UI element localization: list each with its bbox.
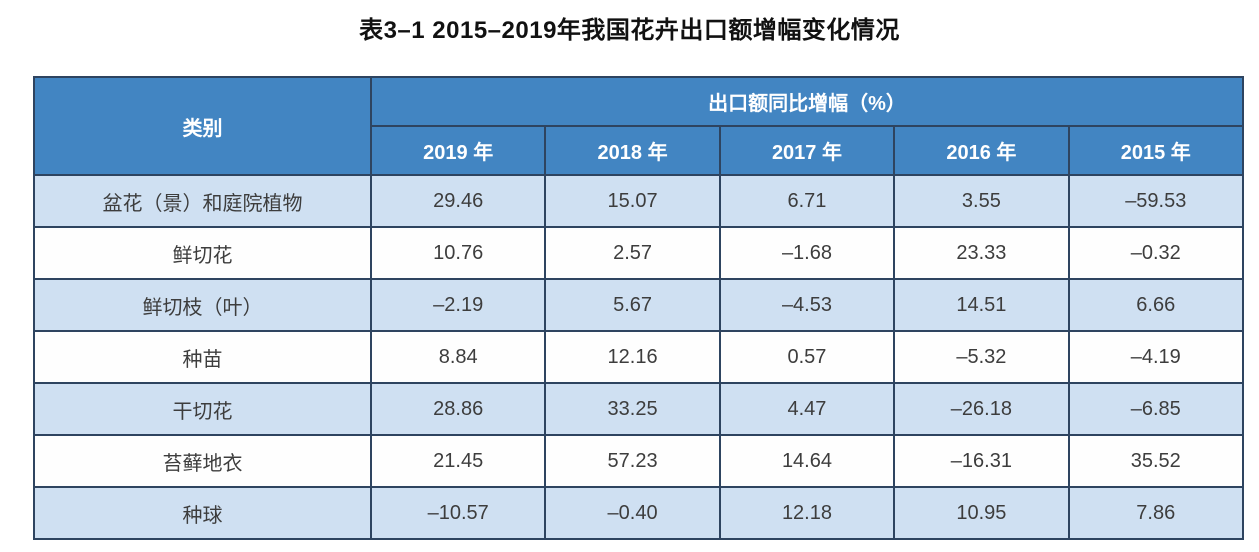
value-cell: –26.18 [893, 382, 1070, 436]
value-cell: –1.68 [718, 226, 896, 280]
table-row: 盆花（景）和庭院植物 29.46 15.07 6.71 3.55 –59.53 [33, 174, 1244, 228]
table-header: 类别 出口额同比增幅（%） 2019 年 2018 年 2017 年 2016 年 20… [33, 76, 1244, 176]
table-body: 盆花（景）和庭院植物 29.46 15.07 6.71 3.55 –59.53 鲜切花 10.… [33, 174, 1244, 540]
value-cell: 10.76 [369, 226, 547, 280]
value-cell: –5.32 [893, 330, 1070, 384]
category-cell: 种苗 [33, 330, 372, 384]
value-cell: 10.95 [893, 486, 1070, 540]
category-cell: 干切花 [33, 382, 372, 436]
column-header-year: 2017 年 [718, 125, 896, 176]
value-cell: –2.19 [369, 278, 547, 332]
value-cell: 14.51 [893, 278, 1070, 332]
value-cell: 29.46 [369, 174, 547, 228]
table-row: 干切花 28.86 33.25 4.47 –26.18 –6.85 [33, 382, 1244, 436]
value-cell: –10.57 [369, 486, 547, 540]
value-cell: 8.84 [369, 330, 547, 384]
value-cell: 7.86 [1067, 486, 1244, 540]
value-cell: –59.53 [1067, 174, 1244, 228]
table-row: 鲜切枝（叶） –2.19 5.67 –4.53 14.51 6.66 [33, 278, 1244, 332]
value-cell: 28.86 [369, 382, 547, 436]
value-cell: 0.57 [718, 330, 896, 384]
value-cell: –4.53 [718, 278, 896, 332]
value-cell: 12.16 [544, 330, 721, 384]
table-row: 种球 –10.57 –0.40 12.18 10.95 7.86 [33, 486, 1244, 540]
value-cell: 3.55 [893, 174, 1070, 228]
value-cell: 33.25 [544, 382, 721, 436]
value-cell: 4.47 [718, 382, 896, 436]
value-cell: 12.18 [718, 486, 896, 540]
value-cell: 21.45 [369, 434, 547, 488]
value-cell: 6.66 [1067, 278, 1244, 332]
category-cell: 盆花（景）和庭院植物 [33, 174, 372, 228]
value-cell: –0.32 [1067, 226, 1244, 280]
value-cell: 6.71 [718, 174, 896, 228]
category-cell: 苔藓地衣 [33, 434, 372, 488]
value-cell: 5.67 [544, 278, 721, 332]
column-group-header-export-growth: 出口额同比增幅（%） [370, 76, 1244, 127]
value-cell: –0.40 [544, 486, 721, 540]
header-row-group: 类别 出口额同比增幅（%） [33, 76, 1244, 176]
category-cell: 鲜切枝（叶） [33, 278, 372, 332]
value-cell: 2.57 [544, 226, 721, 280]
category-cell: 鲜切花 [33, 226, 372, 280]
value-cell: –4.19 [1067, 330, 1244, 384]
value-cell: –6.85 [1067, 382, 1244, 436]
flower-export-growth-table: 类别 出口额同比增幅（%） 2019 年 2018 年 2017 年 2016 年 20… [33, 76, 1244, 540]
value-cell: 35.52 [1067, 434, 1244, 488]
table-row: 鲜切花 10.76 2.57 –1.68 23.33 –0.32 [33, 226, 1244, 280]
table-row: 种苗 8.84 12.16 0.57 –5.32 –4.19 [33, 330, 1244, 384]
column-header-year: 2019 年 [369, 125, 547, 176]
column-header-category: 类别 [33, 76, 372, 176]
category-cell: 种球 [33, 486, 372, 540]
value-cell: 15.07 [544, 174, 721, 228]
value-cell: 23.33 [893, 226, 1070, 280]
value-cell: 57.23 [544, 434, 721, 488]
column-header-year: 2018 年 [544, 125, 721, 176]
value-cell: 14.64 [718, 434, 896, 488]
value-cell: –16.31 [893, 434, 1070, 488]
column-header-year: 2016 年 [893, 125, 1070, 176]
table-title: 表3–1 2015–2019年我国花卉出口额增幅变化情况 [359, 17, 900, 44]
column-header-year: 2015 年 [1067, 125, 1244, 176]
header-row-years: 2019 年 2018 年 2017 年 2016 年 2015 年 [34, 125, 1244, 176]
table-row: 苔藓地衣 21.45 57.23 14.64 –16.31 35.52 [33, 434, 1244, 488]
